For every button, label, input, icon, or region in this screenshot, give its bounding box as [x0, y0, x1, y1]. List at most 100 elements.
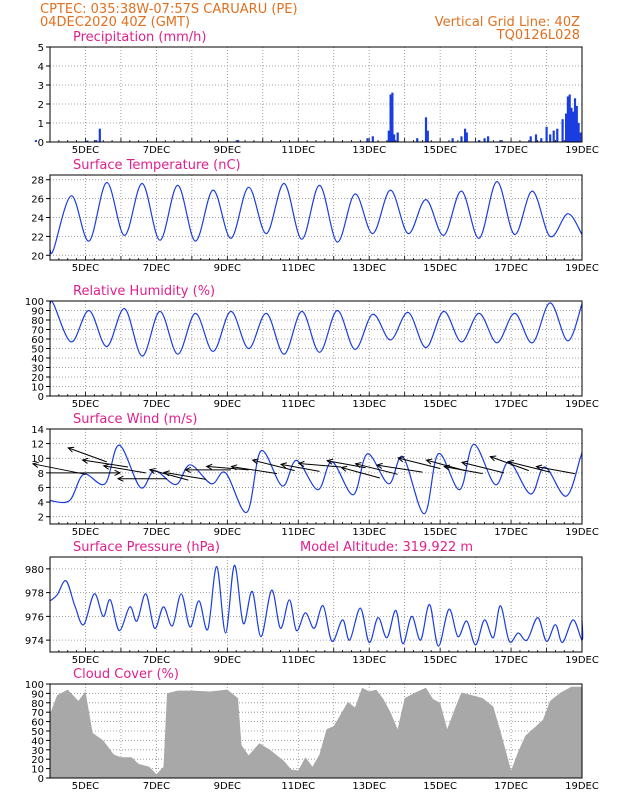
pressure-ytick-label: 976	[25, 612, 44, 623]
wind-arrow	[280, 463, 320, 472]
wind-arrow-head	[148, 468, 156, 474]
precipitation-ytick-label: 3	[38, 81, 44, 92]
wind-arrow-head	[535, 464, 543, 471]
wind-arrow	[82, 459, 129, 468]
humidity-ytick-label: 90	[31, 307, 44, 318]
panel-precipitation: Precipitation (mm/h) 0 1 2 3 4 5 5DEC 7DEC 9DEC 11…	[34, 30, 599, 156]
pressure-xtick-label: 9DEC	[214, 655, 241, 666]
wind-arrow-head	[31, 461, 39, 468]
precipitation-xtick-label: 9DEC	[214, 145, 241, 156]
wind-arrow	[376, 464, 423, 473]
wind-xtick-label: 13DEC	[352, 527, 386, 538]
wind-arrow	[252, 459, 295, 472]
wind-arrow-head	[340, 465, 348, 472]
humidity-line	[49, 300, 583, 357]
precip-bar	[393, 134, 396, 142]
precip-bar	[575, 105, 578, 142]
precipitation-ytick-label: 2	[38, 100, 44, 111]
pressure-ytick-label: 974	[25, 636, 44, 647]
wind-arrow	[298, 463, 341, 468]
wind-arrow	[461, 461, 505, 474]
humidity-ytick-label: 100	[25, 297, 44, 308]
precipitation-xtick-label: 11DEC	[281, 145, 315, 156]
cloud-cover-frame	[49, 683, 583, 779]
humidity-ytick-label: 60	[31, 335, 44, 346]
cloud-cover-xtick-label: 19DEC	[565, 781, 599, 792]
precip-bar	[556, 128, 559, 142]
wind-arrow-head	[67, 446, 75, 453]
wind-arrow-head	[230, 464, 238, 471]
pressure-xtick-label: 17DEC	[494, 655, 528, 666]
precip-bar	[549, 134, 552, 142]
precipitation-xtick-label: 7DEC	[143, 145, 170, 156]
cloud-cover-area	[50, 686, 582, 778]
cloud-cover-xtick-label: 11DEC	[281, 781, 315, 792]
humidity-xtick-label: 5DEC	[72, 399, 99, 410]
humidity-xtick-label: 19DEC	[565, 399, 599, 410]
pressure-ytick-label: 980	[25, 565, 44, 576]
header-code: TQ0126L028	[496, 28, 580, 43]
precipitation-ytick-label: 4	[38, 62, 44, 73]
panel-wind: Surface Wind (m/s) 2 4 6 8 10 12 14 5DEC 7DEC 9DEC…	[31, 412, 599, 538]
wind-arrow	[398, 457, 441, 469]
precip-bar	[95, 140, 98, 142]
precip-bar	[396, 132, 399, 142]
panel-pressure: Surface Pressure (hPa) 974 976 978 980 5DEC 7D…	[25, 540, 599, 666]
precip-bar	[424, 117, 428, 142]
temperature-ytick-label: 22	[31, 232, 44, 243]
cloud-cover-ytick-label: 50	[31, 727, 44, 738]
pressure-line	[49, 564, 584, 647]
cloud-cover-ytick-label: 20	[31, 755, 44, 766]
cloud-cover-ytick-label: 90	[31, 689, 44, 700]
precipitation-title: Precipitation (mm/h)	[73, 30, 206, 45]
temperature-xtick-label: 7DEC	[143, 263, 170, 274]
temperature-xtick-label: 17DEC	[494, 263, 528, 274]
humidity-ytick-label: 0	[38, 392, 44, 403]
pressure-xtick-label: 15DEC	[423, 655, 457, 666]
precip-bar	[568, 94, 571, 142]
header-grid-note: Vertical Grid Line: 40Z	[435, 15, 580, 30]
pressure-ytick-label: 978	[25, 589, 44, 600]
precip-bar	[460, 136, 463, 142]
cloud-cover-ytick-label: 100	[25, 680, 44, 691]
wind-ytick-label: 12	[31, 440, 44, 451]
cloud-cover-xtick-label: 15DEC	[423, 781, 457, 792]
precip-bar	[387, 130, 390, 142]
humidity-frame	[49, 300, 583, 397]
pressure-xtick-label: 5DEC	[72, 655, 99, 666]
wind-arrow-head	[251, 458, 259, 465]
cloud-cover-xtick-label: 7DEC	[143, 781, 170, 792]
precip-bar	[371, 136, 374, 142]
precip-bar	[487, 136, 490, 142]
precipitation-ytick-label: 1	[38, 119, 44, 130]
wind-frame	[49, 428, 583, 525]
cloud-cover-ytick-label: 80	[31, 699, 44, 710]
wind-xtick-label: 19DEC	[565, 527, 599, 538]
pressure-xtick-label: 11DEC	[281, 655, 315, 666]
wind-arrow	[444, 466, 483, 475]
wind-xtick-label: 7DEC	[143, 527, 170, 538]
wind-ytick-label: 10	[31, 454, 44, 465]
precip-bar	[483, 138, 486, 142]
cloud-cover-ytick-label: 10	[31, 765, 44, 776]
precip-bar	[451, 138, 454, 142]
cloud-cover-xtick-label: 13DEC	[352, 781, 386, 792]
wind-arrow-head	[506, 459, 515, 466]
humidity-ytick-label: 20	[31, 373, 44, 384]
cloud-cover-xtick-label: 5DEC	[72, 781, 99, 792]
humidity-ytick-label: 50	[31, 345, 44, 356]
temperature-ytick-label: 26	[31, 195, 44, 206]
cloud-cover-xtick-label: 9DEC	[214, 781, 241, 792]
cloud-cover-ytick-label: 30	[31, 746, 44, 757]
wind-ytick-label: 8	[38, 469, 44, 480]
wind-xtick-label: 15DEC	[423, 527, 457, 538]
wind-ytick-label: 4	[38, 498, 44, 509]
temperature-ytick-label: 28	[31, 176, 44, 187]
precip-bar	[540, 138, 543, 142]
temperature-ytick-label: 20	[31, 251, 44, 262]
precip-bar	[552, 130, 555, 142]
cloud-cover-ytick-label: 60	[31, 718, 44, 729]
